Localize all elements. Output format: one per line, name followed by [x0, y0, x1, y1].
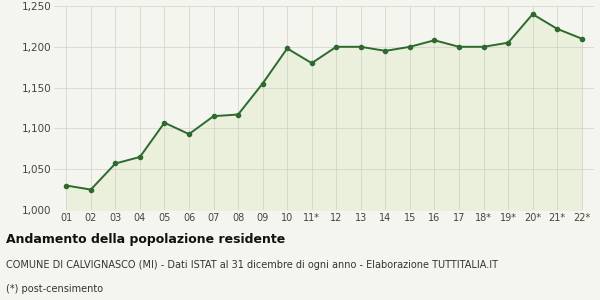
Text: (*) post-censimento: (*) post-censimento: [6, 284, 103, 293]
Text: Andamento della popolazione residente: Andamento della popolazione residente: [6, 232, 285, 245]
Text: COMUNE DI CALVIGNASCO (MI) - Dati ISTAT al 31 dicembre di ogni anno - Elaborazio: COMUNE DI CALVIGNASCO (MI) - Dati ISTAT …: [6, 260, 498, 269]
